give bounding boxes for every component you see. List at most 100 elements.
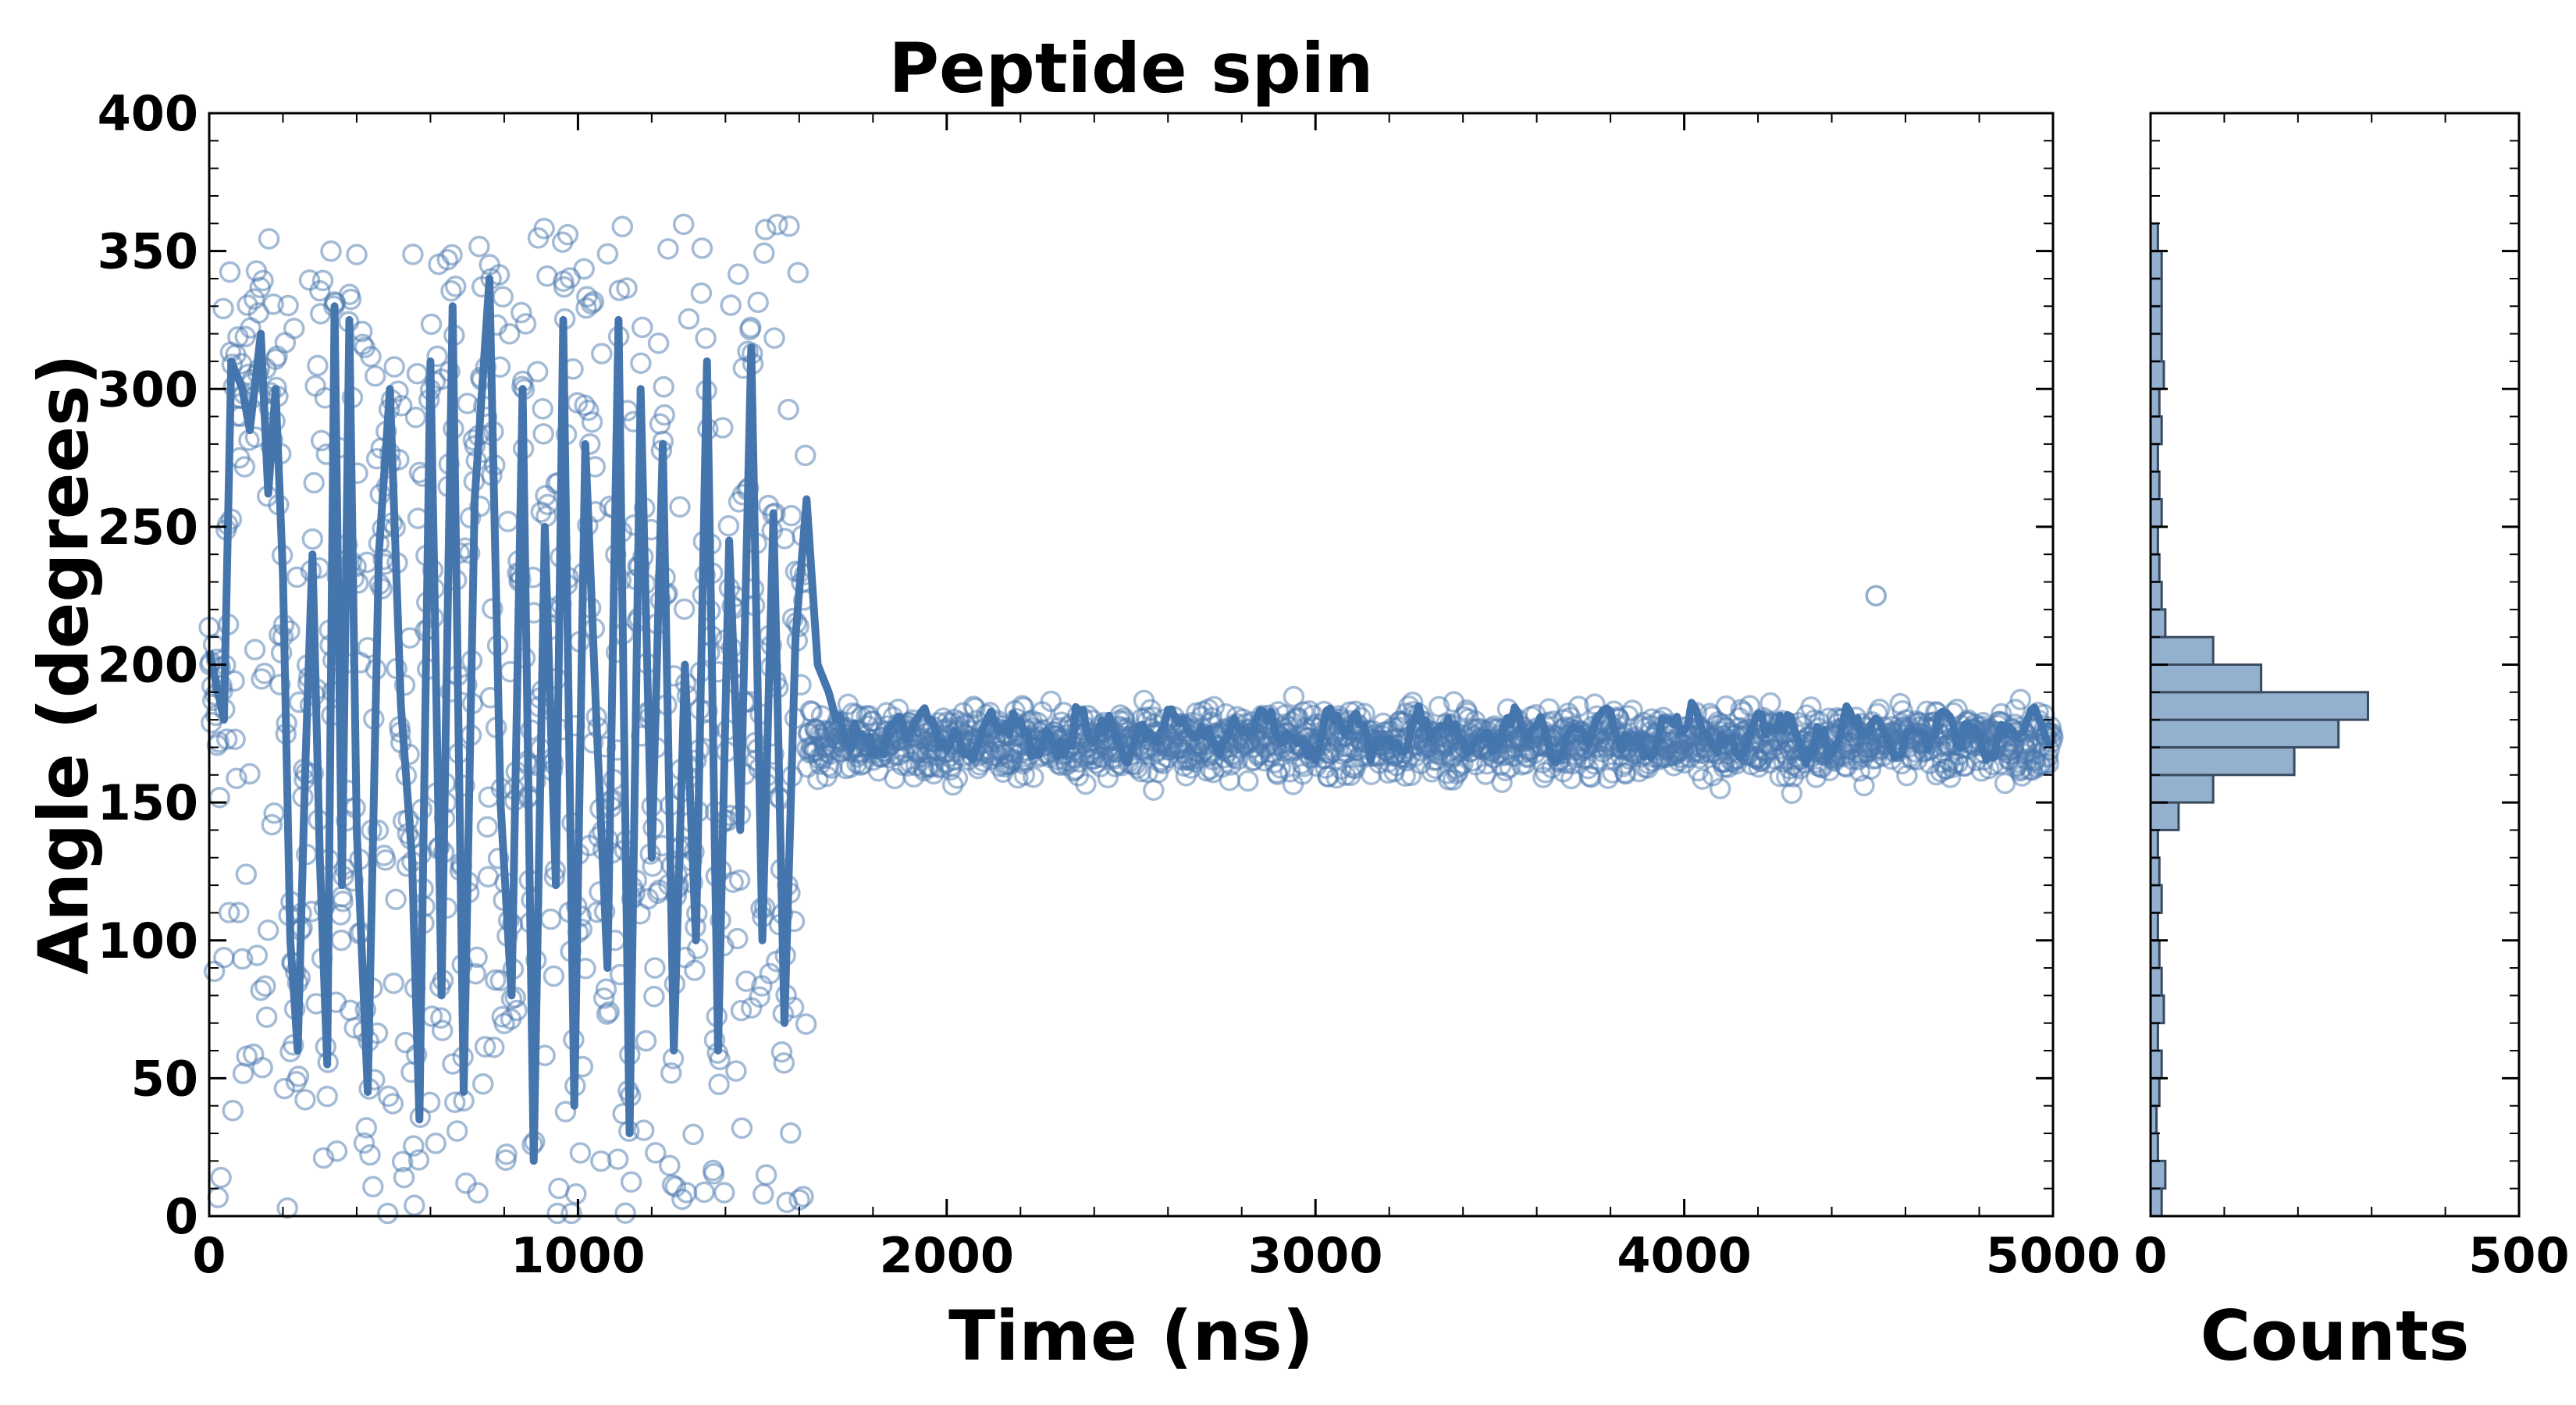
scatter-point: [598, 1001, 621, 1023]
scatter-point: [759, 962, 781, 985]
scatter-point: [964, 697, 986, 719]
scatter-point: [740, 316, 762, 339]
x-tick-label: 5000: [1986, 1227, 2121, 1284]
scatter-point: [257, 919, 279, 941]
scatter-point: [360, 346, 382, 368]
scatter-point: [483, 1037, 505, 1058]
scatter-point: [644, 957, 666, 979]
scatter-point: [672, 213, 695, 236]
scatter-point: [467, 1182, 489, 1204]
scatter-point: [725, 1060, 747, 1082]
histogram-bar: [2149, 387, 2161, 418]
scatter-point: [383, 356, 405, 378]
scatter-point: [353, 1132, 375, 1154]
scatter-point: [703, 1162, 725, 1185]
scatter-point: [385, 888, 407, 911]
scatter-point: [682, 1123, 704, 1146]
histogram-bar: [2149, 663, 2263, 694]
scatter-point: [446, 1120, 468, 1142]
scatter-point: [753, 242, 775, 265]
scatter-point: [647, 332, 670, 354]
scatter-point: [596, 1003, 618, 1025]
scatter-point: [233, 456, 256, 478]
histogram-bar: [2149, 884, 2163, 914]
scatter-point: [420, 313, 443, 336]
histogram-bar: [2149, 746, 2296, 777]
scatter-point: [258, 228, 280, 250]
scatter-point: [252, 269, 274, 292]
scatter-point: [382, 972, 405, 994]
scatter-point: [730, 999, 753, 1022]
hist-x-tick-label: 500: [2468, 1227, 2569, 1284]
scatter-point: [255, 1006, 278, 1028]
scatter-point: [226, 767, 247, 789]
scatter-point: [578, 399, 600, 422]
scatter-point: [777, 398, 799, 421]
scatter-point: [755, 1164, 777, 1186]
scatter-point: [532, 423, 554, 445]
scatter-point: [616, 277, 638, 299]
scatter-point: [311, 269, 334, 292]
scatter-point: [367, 819, 390, 841]
scatter-point: [425, 1133, 447, 1154]
scatter-point: [246, 944, 269, 966]
x-tick-label: 4000: [1617, 1227, 1752, 1284]
scatter-point: [212, 297, 234, 320]
smoothed-line: [205, 275, 2054, 1165]
y-tick-label: 350: [98, 223, 198, 280]
scatter-point: [614, 1202, 636, 1224]
scatter-point: [398, 743, 420, 766]
scatter-point: [533, 218, 555, 240]
scatter-point: [269, 674, 291, 695]
scatter-point: [316, 1085, 338, 1108]
scatter-point: [487, 847, 510, 870]
histogram-bar: [2149, 470, 2161, 501]
scatter-point: [287, 1065, 310, 1087]
histogram-bar: [2149, 774, 2215, 804]
scatter-point: [320, 240, 342, 262]
histogram-bar: [2149, 718, 2340, 749]
scatter-point: [1580, 767, 1603, 788]
scatter-point: [407, 1149, 430, 1171]
scatter-point: [471, 1072, 494, 1095]
scatter-point: [1859, 758, 1882, 780]
histogram-bar: [2149, 277, 2163, 308]
scatter-point: [244, 638, 266, 661]
scatter-point: [763, 327, 785, 349]
scatter-point: [653, 404, 675, 426]
scatter-point: [436, 248, 459, 271]
scatter-point: [224, 728, 246, 750]
scatter-point: [303, 471, 325, 494]
scatter-point: [1692, 768, 1713, 790]
scatter-point: [565, 1183, 587, 1205]
scatter-point: [237, 294, 258, 316]
scatter-point: [787, 261, 809, 284]
scatter-point: [632, 316, 653, 339]
scatter-point: [340, 288, 362, 311]
scatter-point: [235, 863, 258, 885]
scatter-point: [578, 433, 601, 455]
scatter-point: [391, 1151, 414, 1173]
scatter-point: [778, 215, 800, 237]
scatter-point: [1203, 695, 1226, 718]
scatter-point: [684, 959, 706, 981]
scatter-point: [557, 223, 579, 246]
scatter-point: [215, 728, 238, 750]
scatter-point: [301, 528, 324, 550]
scatter-point: [454, 774, 475, 797]
y-tick-label: 150: [98, 774, 198, 831]
scatter-point: [263, 802, 285, 824]
scatter-point: [404, 406, 427, 429]
scatter-point: [243, 288, 265, 310]
scatter-point: [727, 263, 749, 286]
scatter-point: [754, 219, 777, 240]
histogram-bar: [2149, 691, 2369, 721]
scatter-point: [443, 1091, 466, 1114]
scatter-point: [595, 978, 617, 1001]
hist-x-tick-label: 0: [2133, 1227, 2167, 1284]
x-tick-label: 2000: [880, 1227, 1015, 1284]
scatter-point: [474, 1036, 496, 1058]
scatter-point: [611, 215, 634, 238]
scatter-point: [1283, 685, 1305, 708]
histogram-x-axis-label: Counts: [2201, 1296, 2470, 1376]
